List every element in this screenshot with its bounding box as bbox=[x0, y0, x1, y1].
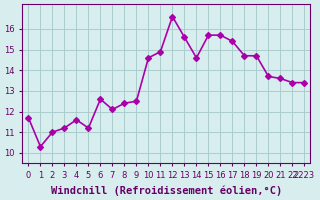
X-axis label: Windchill (Refroidissement éolien,°C): Windchill (Refroidissement éolien,°C) bbox=[51, 185, 282, 196]
